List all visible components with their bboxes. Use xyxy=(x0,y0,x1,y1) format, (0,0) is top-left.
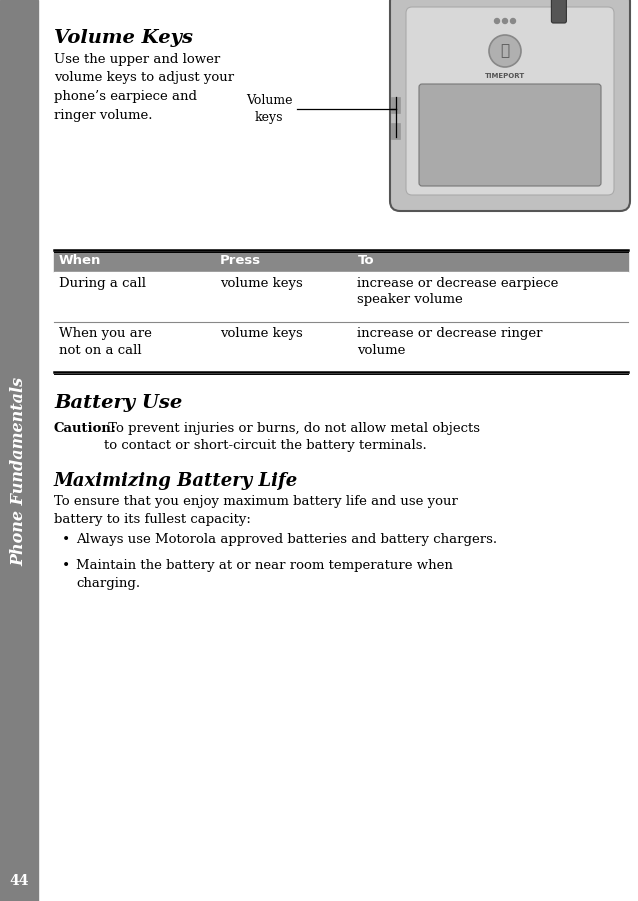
Text: volume keys: volume keys xyxy=(219,277,302,290)
Text: 44: 44 xyxy=(9,874,29,888)
Text: Maximizing Battery Life: Maximizing Battery Life xyxy=(54,472,298,490)
Bar xyxy=(391,97,400,113)
Text: When you are
not on a call: When you are not on a call xyxy=(59,327,152,357)
Text: •: • xyxy=(62,532,70,546)
Text: TIMEPORT: TIMEPORT xyxy=(485,73,525,79)
Circle shape xyxy=(510,19,516,23)
Text: •: • xyxy=(62,559,70,572)
Text: To: To xyxy=(357,254,374,268)
Circle shape xyxy=(503,19,507,23)
Text: Maintain the battery at or near room temperature when
charging.: Maintain the battery at or near room tem… xyxy=(76,560,453,590)
Text: To prevent injuries or burns, do not allow metal objects
to contact or short-cir: To prevent injuries or burns, do not all… xyxy=(104,422,480,452)
Text: Use the upper and lower
volume keys to adjust your
phone’s earpiece and
ringer v: Use the upper and lower volume keys to a… xyxy=(54,53,234,122)
Text: Caution:: Caution: xyxy=(54,422,117,435)
Text: To ensure that you enjoy maximum battery life and use your
battery to its fulles: To ensure that you enjoy maximum battery… xyxy=(54,495,458,525)
Text: increase or decrease earpiece
speaker volume: increase or decrease earpiece speaker vo… xyxy=(357,277,559,306)
Text: volume keys: volume keys xyxy=(219,327,302,340)
Text: Phone Fundamentals: Phone Fundamentals xyxy=(10,377,27,566)
Text: Volume
keys: Volume keys xyxy=(246,94,292,124)
Bar xyxy=(54,250,628,272)
Bar xyxy=(0,0,38,901)
Text: Press: Press xyxy=(219,254,261,268)
Circle shape xyxy=(489,35,521,67)
Bar xyxy=(54,322,628,372)
Circle shape xyxy=(494,19,500,23)
FancyBboxPatch shape xyxy=(551,0,567,23)
FancyBboxPatch shape xyxy=(390,0,630,211)
Text: Battery Use: Battery Use xyxy=(54,394,182,412)
Text: When: When xyxy=(59,254,101,268)
Text: Always use Motorola approved batteries and battery chargers.: Always use Motorola approved batteries a… xyxy=(76,533,497,546)
Bar xyxy=(391,123,400,139)
Text: During a call: During a call xyxy=(59,277,146,290)
FancyBboxPatch shape xyxy=(419,84,601,186)
FancyBboxPatch shape xyxy=(406,7,614,195)
Text: increase or decrease ringer
volume: increase or decrease ringer volume xyxy=(357,327,543,357)
Bar xyxy=(54,272,628,322)
Text: Ⓜ: Ⓜ xyxy=(500,43,510,59)
Text: Volume Keys: Volume Keys xyxy=(54,29,193,47)
